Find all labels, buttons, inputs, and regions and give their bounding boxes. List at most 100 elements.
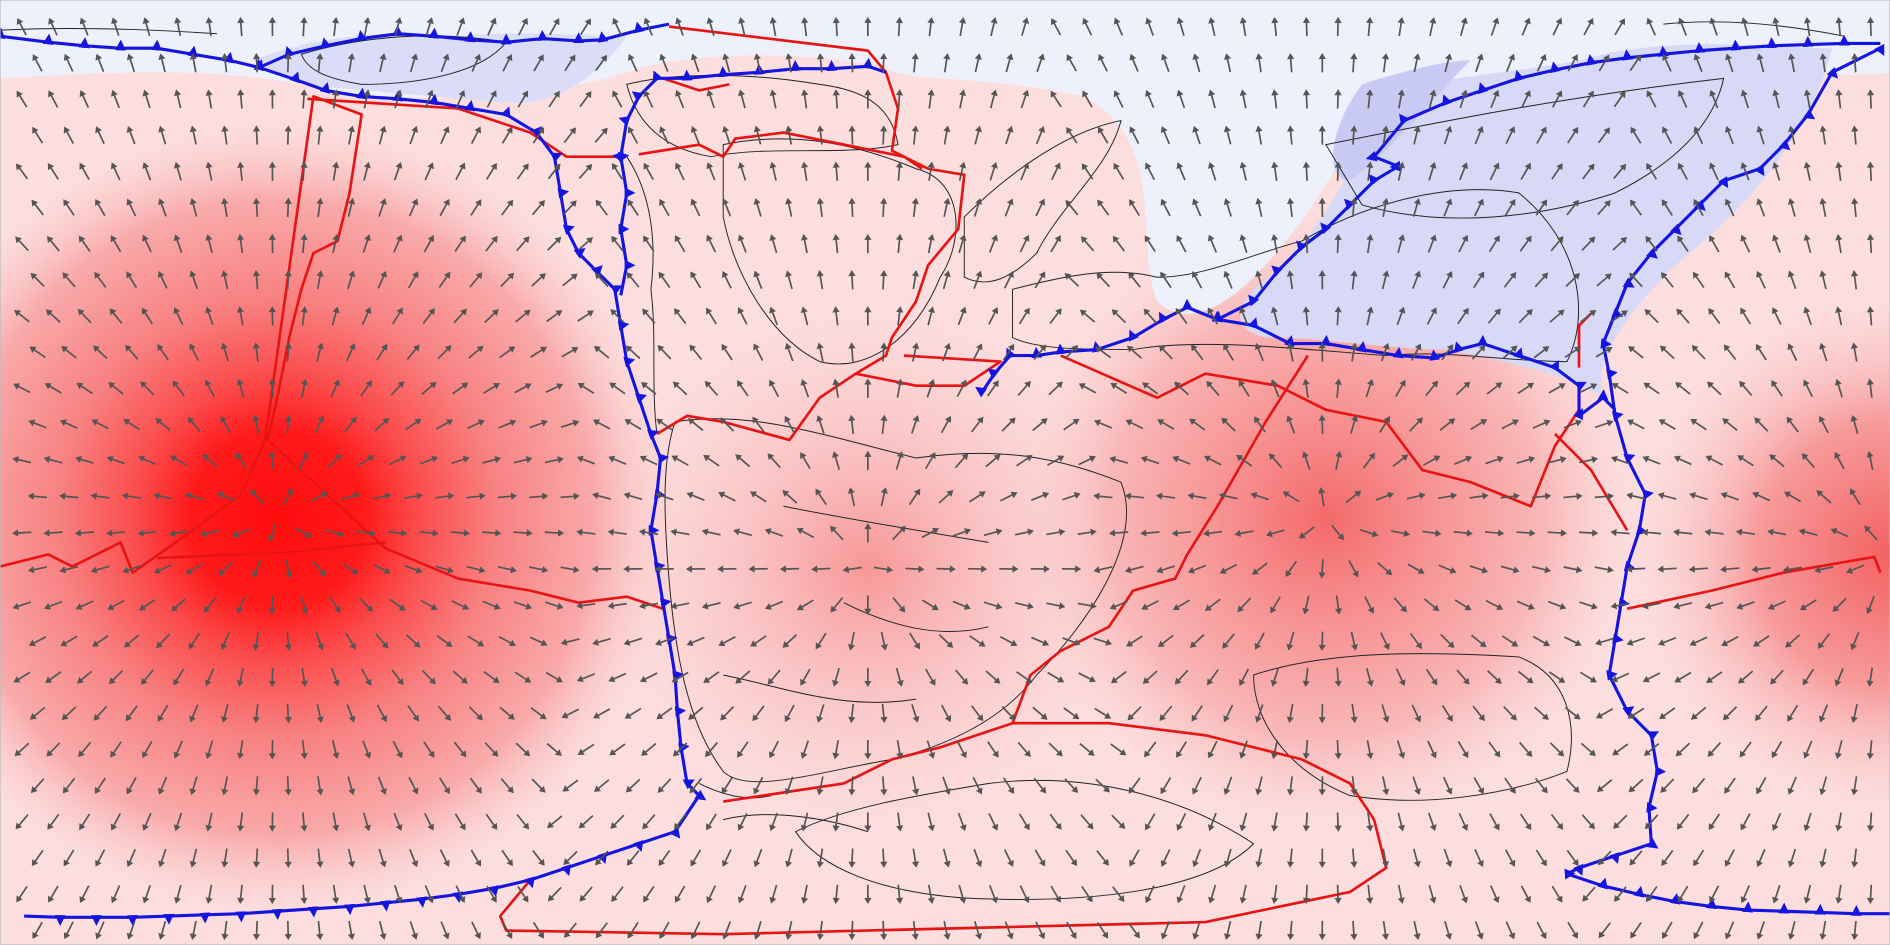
arrow-head	[301, 451, 309, 459]
arrow-head	[1643, 749, 1651, 756]
arrow-head	[110, 823, 118, 831]
arrow-head	[595, 931, 603, 939]
velocity-arrow	[627, 126, 639, 144]
arrow-shaft	[1727, 56, 1734, 73]
arrow-head	[943, 125, 951, 133]
arrow-shaft	[1631, 922, 1642, 937]
velocity-arrow	[1613, 163, 1627, 180]
velocity-arrow	[1610, 528, 1630, 537]
arrow-head	[1270, 752, 1279, 760]
arrow-shaft	[1178, 165, 1186, 181]
arrow-shaft	[940, 704, 950, 720]
velocity-arrow	[1001, 706, 1016, 721]
velocity-arrow	[1097, 199, 1110, 216]
arrow-head	[445, 640, 453, 647]
arrow-head	[1739, 750, 1747, 758]
arrow-head	[142, 823, 149, 831]
velocity-arrow	[514, 671, 532, 683]
arrow-shaft	[424, 885, 433, 901]
arrow-head	[735, 677, 743, 684]
arrow-head	[1366, 752, 1374, 760]
velocity-arrow	[1222, 633, 1235, 649]
arrow-head	[1819, 788, 1827, 796]
arrow-shaft	[455, 92, 464, 109]
velocity-arrow	[753, 776, 764, 795]
arrow-head	[1751, 565, 1758, 573]
arrow-head	[594, 272, 602, 280]
arrow-shaft	[394, 92, 401, 109]
velocity-arrow	[342, 562, 359, 575]
velocity-arrow	[1318, 270, 1326, 290]
arrow-head	[1675, 382, 1683, 389]
arrow-shaft	[423, 237, 433, 253]
velocity-arrow	[499, 706, 515, 720]
arrow-shaft	[1175, 530, 1191, 535]
subduction-zone	[617, 151, 636, 296]
arrow-shaft	[973, 273, 981, 289]
velocity-arrow	[300, 595, 309, 615]
arrow-head	[1709, 17, 1717, 25]
velocity-arrow	[658, 849, 671, 867]
velocity-arrow	[500, 272, 515, 288]
arrow-shaft	[1695, 56, 1703, 72]
arrow-head	[1543, 639, 1551, 647]
arrow-shaft	[803, 92, 808, 109]
arrow-head	[364, 751, 372, 759]
arrow-head	[15, 163, 23, 171]
arrow-shaft	[378, 128, 385, 145]
velocity-arrow	[657, 344, 672, 360]
velocity-arrow	[1098, 54, 1108, 72]
arrow-head	[690, 271, 697, 279]
arrow-shaft	[956, 382, 966, 398]
velocity-arrow	[1819, 342, 1828, 362]
arrow-head	[658, 859, 666, 867]
velocity-arrow	[988, 813, 999, 831]
arrow-shaft	[1837, 237, 1842, 254]
arrow-shaft	[927, 884, 933, 901]
arrow-shaft	[1851, 491, 1861, 506]
velocity-arrow	[1799, 599, 1817, 611]
velocity-arrow	[61, 706, 77, 721]
arrow-head	[1239, 161, 1247, 169]
arrow-head	[655, 639, 663, 646]
arrow-head	[1541, 713, 1549, 721]
arrow-shaft	[1774, 20, 1780, 37]
arrow-shaft	[206, 382, 215, 398]
velocity-arrow	[300, 306, 308, 326]
arrow-shaft	[1208, 310, 1219, 325]
arrow-head	[1540, 126, 1547, 134]
velocity-arrow	[1614, 886, 1627, 902]
arrow-shaft	[1517, 670, 1532, 682]
velocity-arrow	[643, 235, 655, 252]
velocity-arrow	[1677, 17, 1687, 36]
velocity-arrow	[656, 707, 673, 720]
arrow-head	[769, 17, 777, 24]
velocity-arrow	[1366, 161, 1374, 181]
arrow-head	[785, 197, 793, 205]
velocity-arrow	[436, 634, 453, 647]
velocity-arrow	[1004, 921, 1014, 940]
velocity-arrow	[816, 415, 825, 434]
arrow-head	[1540, 859, 1547, 867]
arrow-shaft	[64, 777, 76, 792]
arrow-head	[1286, 861, 1295, 868]
velocity-arrow	[332, 812, 340, 832]
velocity-arrow	[1003, 849, 1014, 867]
velocity-arrow	[1160, 271, 1172, 289]
velocity-arrow	[989, 89, 998, 109]
arrow-shaft	[141, 599, 156, 610]
arrow-shaft	[644, 165, 654, 181]
velocity-arrow	[137, 529, 157, 537]
arrow-shaft	[207, 884, 213, 901]
arrow-shaft	[1003, 273, 1013, 289]
arrow-shaft	[1288, 345, 1294, 362]
velocity-arrow	[830, 597, 844, 613]
arrow-head	[474, 126, 481, 134]
arrow-head	[93, 713, 101, 721]
arrow-shaft	[897, 812, 901, 829]
velocity-arrow	[1549, 309, 1565, 323]
arrow-shaft	[471, 56, 480, 72]
velocity-arrow	[1127, 706, 1142, 721]
arrow-head	[627, 199, 634, 207]
velocity-arrow	[1551, 163, 1563, 180]
